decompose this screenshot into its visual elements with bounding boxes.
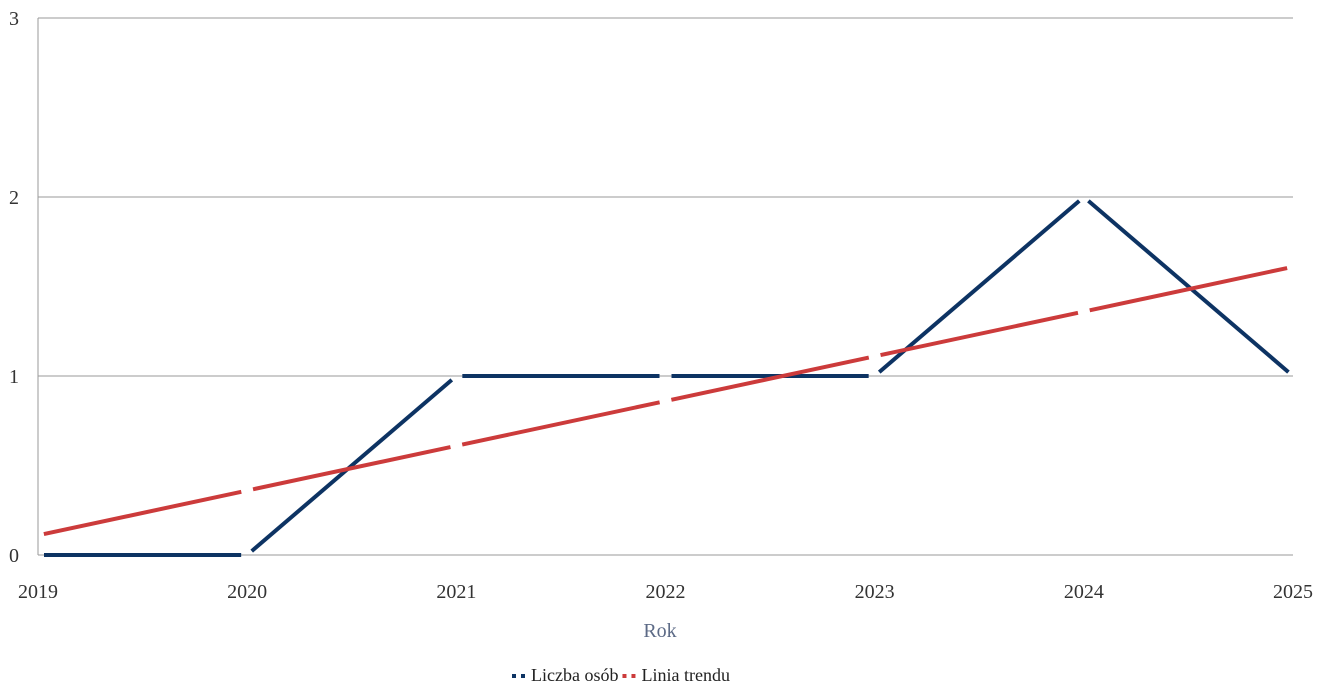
- series-segment: [879, 201, 1079, 372]
- legend: Liczba osób Linia trendu: [512, 665, 730, 685]
- legend-label: Linia trendu: [641, 665, 729, 685]
- series-segment: [252, 380, 452, 551]
- series-segment: [1088, 201, 1288, 372]
- x-tick-label: 2023: [855, 581, 895, 603]
- series-linia-trendu: [38, 267, 1293, 536]
- x-tick-label: 2021: [436, 581, 476, 603]
- legend-marker: [512, 674, 516, 678]
- x-axis-title: Rok: [643, 620, 676, 642]
- series-segment: [462, 402, 659, 444]
- legend-item: Linia trendu: [622, 665, 729, 685]
- y-tick-label: 0: [9, 545, 19, 567]
- series-segment: [44, 492, 241, 534]
- x-tick-label: 2022: [646, 581, 686, 603]
- y-tick-label: 1: [9, 366, 19, 388]
- series-segment: [671, 358, 868, 400]
- series-segment: [881, 313, 1078, 355]
- legend-marker: [622, 674, 626, 678]
- legend-label: Liczba osób: [531, 665, 618, 685]
- y-tick-label: 2: [9, 187, 19, 209]
- y-tick-label: 3: [9, 8, 19, 30]
- x-tick-label: 2019: [18, 581, 58, 603]
- x-tick-label: 2020: [227, 581, 267, 603]
- legend-marker: [631, 674, 635, 678]
- series-segment: [1090, 268, 1287, 310]
- x-tick-label: 2025: [1273, 581, 1313, 603]
- series-segment: [253, 447, 450, 489]
- grid-lines: [38, 18, 1293, 555]
- x-tick-label: 2024: [1064, 581, 1104, 603]
- legend-item: Liczba osób: [512, 665, 618, 685]
- legend-marker: [521, 674, 525, 678]
